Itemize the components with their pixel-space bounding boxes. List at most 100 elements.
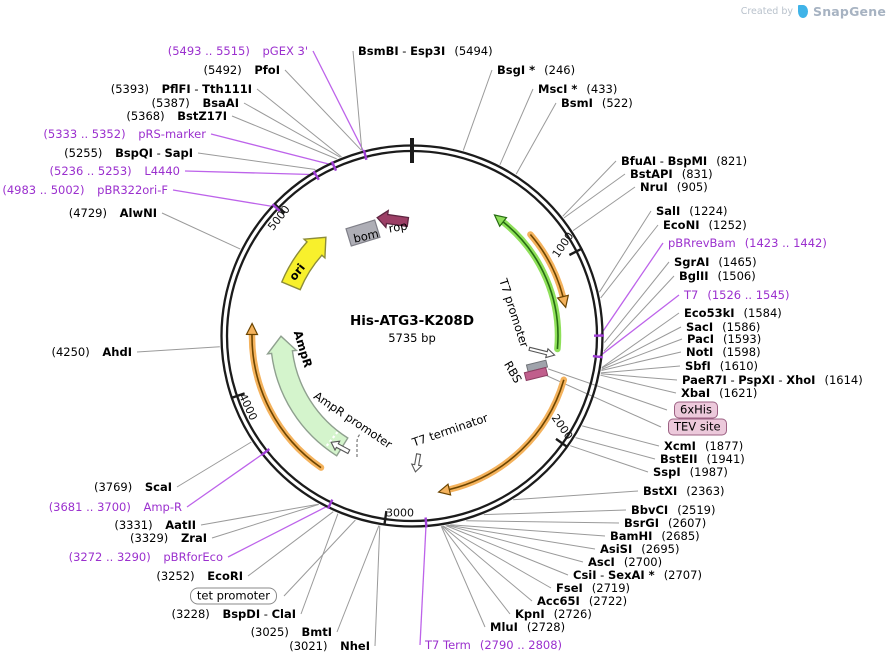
label-CsiI[interactable]: CsiI - SexAI * (2707) [573,568,702,582]
label-BstXI[interactable]: BstXI (2363) [643,484,725,498]
label-PacI[interactable]: PacI (1593) [687,332,762,346]
primer-label-T7[interactable]: T7 (1526 .. 1545) [684,288,790,302]
label-ScaI[interactable]: (3769) ScaI [93,480,172,494]
feature-badge-TEV-site[interactable]: TEV site [668,418,727,436]
label-ZraI[interactable]: (3329) ZraI [130,531,207,545]
primer-label-pGEX-3-[interactable]: (5493 .. 5515) pGEX 3' [167,44,308,58]
primer-site-tick[interactable] [424,517,428,528]
leader-line [186,452,265,508]
leader-line [598,294,680,358]
leader-line [441,525,511,615]
label-AscI[interactable]: AscI (2700) [588,555,663,569]
label-PaeR7I[interactable]: PaeR7I - PspXI - XhoI (1614) [682,373,863,387]
leader-line [312,50,366,155]
primer-site-tick[interactable] [330,161,338,172]
label-BsaAI[interactable]: (5387) BsaAI [151,96,239,110]
watermark-created-by: Created by [740,6,793,17]
orf-orange-1-arrowhead [556,294,570,309]
label-BsmI[interactable]: BsmI (522) [561,96,633,110]
primer-site-tick[interactable] [592,354,603,359]
ampr-promoter-marker[interactable] [329,438,351,456]
primer-label-T7-Term[interactable]: T7 Term (2790 .. 2808) [425,638,563,652]
leader-line [184,170,316,176]
label-BsmBI[interactable]: BsmBI - Esp3I (5494) [358,44,493,58]
label-BsrGI[interactable]: BsrGI (2607) [624,516,707,530]
leader-line [483,509,627,516]
label-NotI[interactable]: NotI (1598) [686,345,761,359]
label-BstAPI[interactable]: BstAPI (831) [630,167,713,181]
label-BstEII[interactable]: BstEII (1941) [660,452,745,466]
label-BsgI-[interactable]: BsgI * (246) [497,63,576,77]
leader-line [336,525,380,633]
label-BfuAI[interactable]: BfuAI - BspMI (821) [621,154,748,168]
label-BbvCI[interactable]: BbvCI (2519) [631,503,716,517]
orf-orange-3-arrowhead [245,322,259,336]
label-XbaI[interactable]: XbaI (1621) [681,386,758,400]
label-AsiSI[interactable]: AsiSI (2695) [600,542,680,556]
label-BamHI[interactable]: BamHI (2685) [610,529,700,543]
rop-feature-arrow[interactable] [376,209,410,230]
primer-label-L4440[interactable]: (5236 .. 5253) L4440 [49,164,180,178]
label-SalI[interactable]: SalI (1224) [656,204,728,218]
orf-orange-2-glow[interactable] [446,376,568,493]
label-BmtI[interactable]: (3025) BmtI [250,625,332,639]
t7-terminator-marker[interactable] [410,453,424,473]
label-PfoI[interactable]: (5492) PfoI [203,63,280,77]
label-Eco53kI[interactable]: Eco53kI (1584) [684,306,782,320]
leader-line [499,88,534,166]
primer-label-pRS-marker[interactable]: (5333 .. 5352) pRS-marker [43,127,206,141]
label-AhdI[interactable]: (4250) AhdI [51,345,132,359]
label-SacI[interactable]: SacI (1586) [686,320,761,334]
label-AatII[interactable]: (3331) AatII [114,518,196,532]
feature-badge-6xHis[interactable]: 6xHis [674,401,718,419]
label-SspI[interactable]: SspI (1987) [653,465,728,479]
label-NheI[interactable]: (3021) NheI [289,639,370,653]
primer-label-pBRforEco[interactable]: (3272 .. 3290) pBRforEco [68,550,223,564]
t7-promoter-marker[interactable] [528,344,556,359]
primer-site-tick[interactable] [326,499,334,510]
leader-line [450,524,606,537]
label-MluI[interactable]: MluI (2728) [490,620,566,634]
AmpR-divider [324,431,339,448]
label-MscI-[interactable]: MscI * (433) [538,82,618,96]
leader-line [466,520,620,524]
primer-label-pBRrevBam[interactable]: pBRrevBam (1423 .. 1442) [668,236,827,250]
tev-site-marker-box[interactable] [523,366,549,382]
leader-line [283,519,356,597]
label-BglII[interactable]: BglII (1506) [679,269,756,283]
leader-line [352,50,363,151]
primer-label-Amp-R[interactable]: (3681 .. 3700) Amp-R [48,500,182,514]
label-SbfI[interactable]: SbfI (1610) [685,359,759,373]
leader-line [462,69,493,151]
label-BstZ17I[interactable]: (5368) BstZ17I [126,109,227,123]
primer-site-tick[interactable] [271,203,281,212]
label-SgrAI[interactable]: SgrAI (1465) [674,255,757,269]
primer-site-tick[interactable] [260,448,271,457]
label-EcoRI[interactable]: (3252) EcoRI [156,569,243,583]
orf-green-core [502,221,559,350]
label-AlwNI[interactable]: (4729) AlwNI [68,206,157,220]
AmpR-feature-arrow[interactable] [266,335,349,457]
primer-site-tick[interactable] [362,149,368,161]
label-EcoNI[interactable]: EcoNI (1252) [663,218,747,232]
label-FseI[interactable]: FseI (2719) [556,581,631,595]
label-BspQI[interactable]: (5255) BspQI - SapI [64,146,193,160]
label-KpnI[interactable]: KpnI (2726) [515,607,592,621]
label-PflFI[interactable]: (5393) PflFI - Tth111I [110,82,252,96]
leader-line [211,503,319,539]
promoter-squiggle-icon [356,432,362,457]
label-NruI[interactable]: NruI (905) [640,180,708,194]
label-BspDI[interactable]: (3228) BspDI - ClaI [171,607,296,621]
primer-label-pBR322ori-F[interactable]: (4983 .. 5002) pBR322ori-F [2,183,168,197]
scale-tick [273,202,286,215]
label-Acc65I[interactable]: Acc65I (2722) [537,594,628,608]
boxed-label-tet-promoter[interactable]: tet promoter [189,587,277,605]
leader-line [572,186,636,232]
scale-tick [230,392,245,400]
ori-feature-arrow[interactable] [280,236,327,291]
label-XcmI[interactable]: XcmI (1877) [664,439,744,453]
bom-feature-box[interactable] [345,219,381,247]
primer-site-tick[interactable] [312,170,320,181]
leader-line [442,525,533,602]
